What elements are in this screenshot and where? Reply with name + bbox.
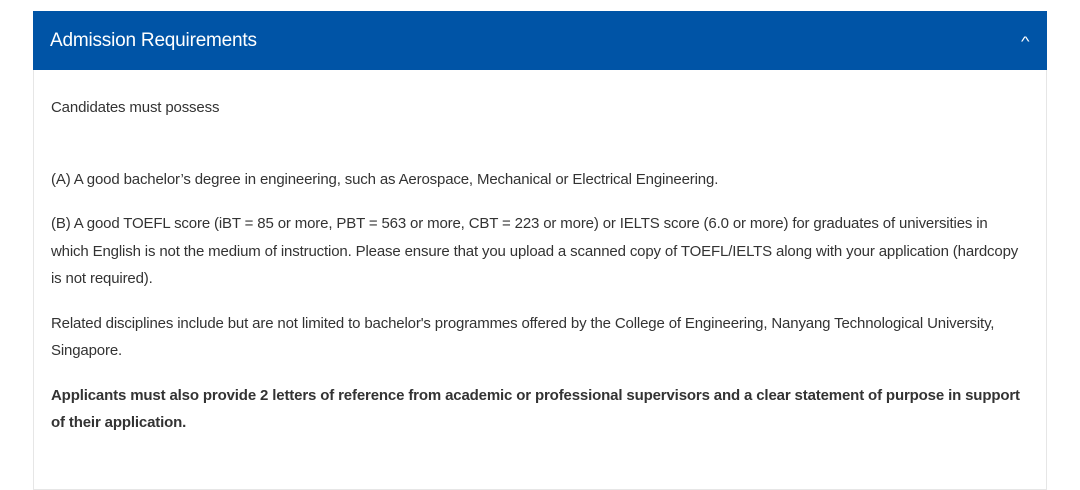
requirement-b: (B) A good TOEFL score (iBT = 85 or more… bbox=[51, 215, 1019, 287]
accordion-body: Candidates must possess (A) A good bache… bbox=[33, 70, 1047, 490]
intro-text: Candidates must possess bbox=[51, 99, 220, 116]
chevron-up-icon[interactable]: ^ bbox=[1021, 32, 1030, 49]
accordion-title: Admission Requirements bbox=[50, 29, 257, 51]
admission-requirements-accordion: Admission Requirements ^ Candidates must… bbox=[33, 11, 1047, 490]
accordion-header[interactable]: Admission Requirements ^ bbox=[33, 11, 1047, 70]
requirement-a: (A) A good bachelor’s degree in engineer… bbox=[51, 170, 719, 188]
related-disciplines: Related disciplines include but are not … bbox=[51, 314, 995, 360]
references-note: Applicants must also provide 2 letters o… bbox=[51, 386, 1020, 432]
